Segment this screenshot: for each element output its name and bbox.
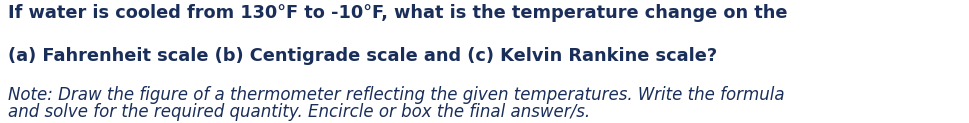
Text: Note: Draw the figure of a thermometer reflecting the given temperatures. Write : Note: Draw the figure of a thermometer r…: [8, 86, 784, 104]
Text: and solve for the required quantity. Encircle or box the final answer/s.: and solve for the required quantity. Enc…: [8, 103, 590, 121]
Text: If water is cooled from 130°F to -10°F, what is the temperature change on the: If water is cooled from 130°F to -10°F, …: [8, 4, 787, 22]
Text: (a) Fahrenheit scale (b) Centigrade scale and (c) Kelvin Rankine scale?: (a) Fahrenheit scale (b) Centigrade scal…: [8, 47, 717, 65]
